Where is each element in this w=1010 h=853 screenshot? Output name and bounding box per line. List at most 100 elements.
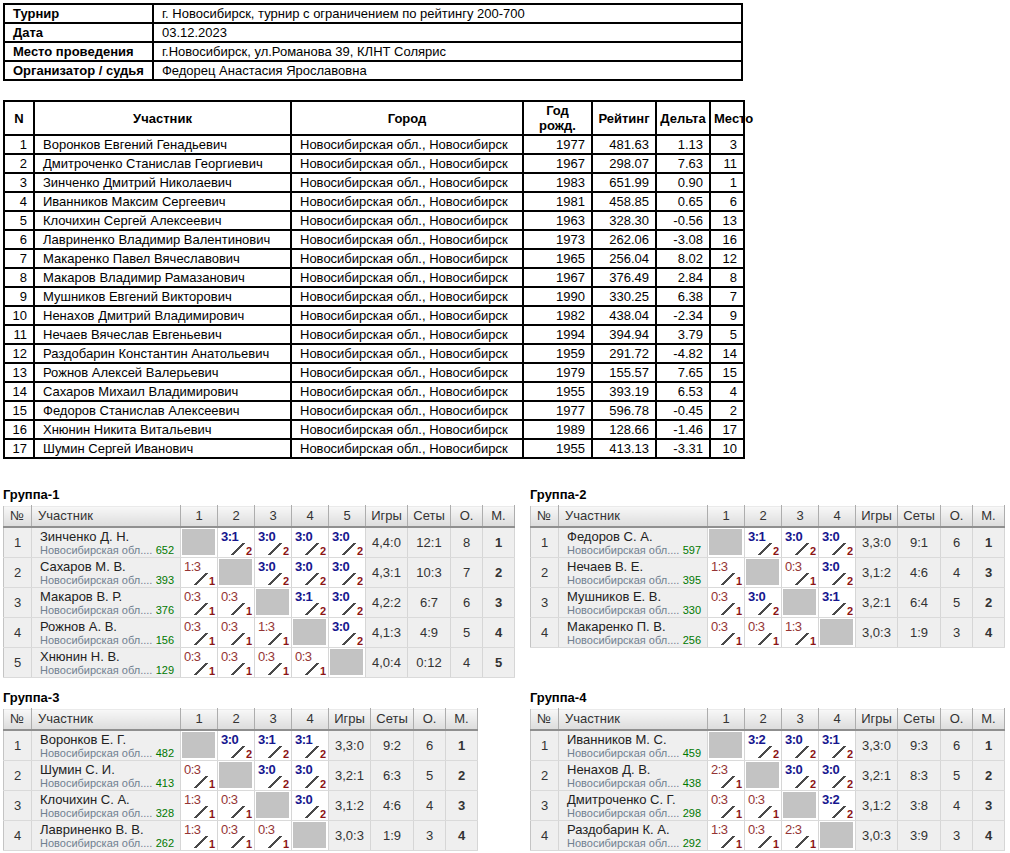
slash-divider-icon	[194, 573, 209, 585]
score-cell: 0:31	[218, 820, 255, 850]
match-points: 1	[246, 665, 252, 677]
participant-number: 15	[4, 401, 34, 420]
participant-place: 8	[710, 268, 744, 287]
participant-number: 17	[4, 439, 34, 458]
group-participant: Рожнов А. В.Новосибирская обл....156	[32, 617, 181, 647]
points-cell: 4	[414, 790, 446, 820]
group-row: 1Воронков Е. Г.Новосибирская обл....4823…	[4, 730, 478, 761]
match-points: 2	[357, 545, 363, 557]
match-score: 3:0	[295, 529, 312, 544]
self-cell-block	[182, 732, 215, 758]
participant-row: 12Раздобарин Константин АнатольевичНовос…	[4, 344, 744, 363]
self-cell	[292, 820, 329, 850]
score-cell: 3:22	[745, 730, 782, 761]
group-header-cell: 1	[181, 709, 218, 730]
participant-number: 3	[4, 173, 34, 192]
slash-divider-icon	[194, 603, 209, 615]
participant-place: 7	[710, 287, 744, 306]
match-score: 0:3	[184, 649, 201, 664]
group-title: Группа-4	[530, 690, 1004, 706]
group-row: 1Иванников М. С.Новосибирская обл....459…	[531, 730, 1005, 761]
group-participant: Зинченко Д. Н.Новосибирская обл....652	[32, 527, 181, 558]
group-participant-name: Лавриненко В. В.	[40, 822, 176, 837]
participant-rating: 291.72	[592, 344, 656, 363]
participant-rating: 596.78	[592, 401, 656, 420]
participant-delta: -3.08	[656, 230, 710, 249]
points-cell: 3	[941, 617, 973, 647]
group-header-cell: 4	[819, 506, 856, 527]
participant-name: Федоров Станислав Алексеевич	[34, 401, 291, 420]
sets-cell: 4:9	[408, 617, 451, 647]
participant-place: 15	[710, 363, 744, 382]
info-row: Организатор / судьяФедорец Анастасия Яро…	[4, 61, 742, 80]
group-row: 1Зинченко Д. Н.Новосибирская обл....6523…	[4, 527, 515, 558]
participant-city: Новосибирская обл., Новосибирск	[291, 439, 523, 458]
participant-city: Новосибирская обл., Новосибирск	[291, 287, 523, 306]
group-row-number: 2	[4, 557, 32, 587]
participant-city: Новосибирская обл., Новосибирск	[291, 211, 523, 230]
slash-divider-icon	[305, 746, 320, 758]
participants-table-body: 1Воронков Евгений ГенадьевичНовосибирска…	[4, 135, 744, 458]
match-points: 2	[320, 605, 326, 617]
group-participant: Федоров С. А.Новосибирская обл....597	[559, 527, 708, 558]
self-cell	[181, 730, 218, 761]
match-points: 2	[246, 545, 252, 557]
points-cell: 6	[941, 730, 973, 761]
group-header-cell: О.	[941, 506, 973, 527]
participant-name: Дмитроченко Станислав Георгиевич	[34, 154, 291, 173]
match-points: 1	[209, 635, 215, 647]
points-cell: 4	[941, 790, 973, 820]
participant-name: Лавриненко Владимир Валентинович	[34, 230, 291, 249]
self-cell-block	[219, 559, 252, 585]
group-participant-subline: Новосибирская обл....459	[567, 747, 703, 759]
group-title: Группа-2	[530, 487, 1004, 503]
match-score: 0:3	[711, 589, 728, 604]
group-header-cell: Сеты	[408, 506, 451, 527]
participant-place: 2	[710, 401, 744, 420]
match-points: 1	[773, 635, 779, 647]
group-participant: Лавриненко В. В.Новосибирская обл....262	[32, 820, 181, 850]
match-score: 1:3	[184, 792, 201, 807]
games-cell: 4,2:2	[366, 587, 408, 617]
match-points: 2	[847, 778, 853, 790]
slash-divider-icon	[832, 573, 847, 585]
slash-divider-icon	[268, 836, 283, 848]
participant-name: Рожнов Алексей Валерьевич	[34, 363, 291, 382]
score-cell: 3:02	[292, 760, 329, 790]
participant-delta: -1.46	[656, 420, 710, 439]
score-cell: 0:31	[255, 820, 292, 850]
group-participant-club: Новосибирская обл....	[567, 634, 679, 646]
score-cell: 3:02	[292, 527, 329, 558]
participant-city: Новосибирская обл., Новосибирск	[291, 325, 523, 344]
points-cell: 4	[941, 557, 973, 587]
match-score: 3:2	[748, 732, 765, 747]
group-title: Группа-1	[3, 487, 514, 503]
group-participant-club: Новосибирская обл....	[40, 574, 152, 586]
slash-divider-icon	[721, 776, 736, 788]
group-participant-rating: 330	[683, 604, 703, 616]
participant-rating: 256.04	[592, 249, 656, 268]
participant-birthyear: 1967	[523, 268, 592, 287]
group-participant: Нечаев В. Е.Новосибирская обл....395	[559, 557, 708, 587]
group-row-number: 1	[4, 730, 32, 761]
score-cell: 3:12	[819, 587, 856, 617]
group-table: №Участник12345ИгрыСетыО.М.1Зинченко Д. Н…	[3, 505, 515, 678]
score-cell: 0:31	[292, 647, 329, 677]
participant-name: Клочихин Сергей Алексеевич	[34, 211, 291, 230]
group-block: Группа-3№Участник1234ИгрыСетыО.М.1Воронк…	[3, 690, 477, 851]
place-cell: 4	[973, 617, 1005, 647]
self-cell	[218, 760, 255, 790]
group-header-cell: Участник	[32, 506, 181, 527]
group-header-cell: 1	[181, 506, 218, 527]
group-participant-rating: 262	[156, 837, 176, 849]
participants-header-cell: Участник	[34, 101, 291, 135]
points-cell: 3	[414, 820, 446, 850]
participant-birthyear: 1977	[523, 401, 592, 420]
participants-header-cell: Дельта	[656, 101, 710, 135]
sets-cell: 4:6	[898, 557, 941, 587]
info-label: Место проведения	[4, 42, 153, 61]
match-points: 1	[810, 838, 816, 850]
slash-divider-icon	[795, 543, 810, 555]
group-participant-subline: Новосибирская обл....393	[40, 574, 176, 586]
participants-header-cell: Место	[710, 101, 744, 135]
